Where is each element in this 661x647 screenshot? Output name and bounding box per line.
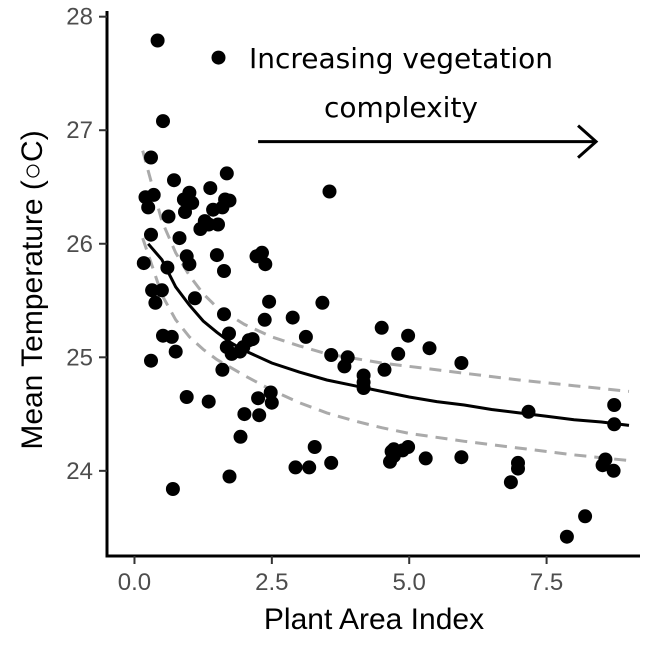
arrow-head-icon <box>577 124 599 159</box>
data-point <box>148 295 163 310</box>
data-point <box>578 509 593 524</box>
data-point <box>607 417 622 432</box>
data-point <box>146 187 161 202</box>
data-point <box>217 264 231 278</box>
data-point <box>172 231 187 246</box>
data-point <box>262 294 277 309</box>
data-point <box>154 283 169 298</box>
data-point <box>252 408 267 423</box>
data-point <box>607 398 622 412</box>
data-point <box>201 394 216 409</box>
data-point <box>258 257 273 272</box>
x-tick-label: 7.5 <box>530 569 563 596</box>
data-point <box>233 344 247 359</box>
data-point <box>307 440 322 454</box>
confidence-band-lines <box>141 150 630 463</box>
data-point <box>324 348 339 362</box>
data-point <box>356 381 371 395</box>
data-point <box>606 463 621 478</box>
data-point <box>168 344 183 359</box>
data-point <box>144 227 158 242</box>
data-point <box>215 200 230 215</box>
data-point <box>179 390 194 404</box>
data-point <box>211 217 225 232</box>
data-point <box>322 184 337 199</box>
data-point <box>288 460 303 475</box>
data-point <box>511 461 525 476</box>
data-point <box>222 326 236 341</box>
data-point <box>211 50 226 65</box>
data-point <box>203 181 218 196</box>
data-point <box>595 458 610 473</box>
data-point <box>237 407 252 422</box>
annotation: Increasing vegetation complexity <box>249 42 599 159</box>
data-point <box>164 329 179 344</box>
data-point <box>141 200 156 215</box>
y-axis-title: Mean Temperature (○C) <box>16 130 49 449</box>
data-point <box>315 295 330 310</box>
data-point <box>454 450 469 465</box>
data-point <box>144 353 158 368</box>
data-point <box>374 320 389 335</box>
data-point <box>383 454 397 469</box>
data-point <box>193 222 208 236</box>
data-point <box>167 173 181 188</box>
x-axis-title: Plant Area Index <box>264 603 484 636</box>
data-point <box>285 310 300 325</box>
data-point <box>182 257 197 272</box>
data-point <box>454 356 469 370</box>
data-point <box>245 332 260 347</box>
ci-lower-line <box>141 237 630 463</box>
x-tick-label: 2.5 <box>255 569 288 596</box>
data-point <box>150 33 165 48</box>
data-point <box>178 205 192 219</box>
data-points <box>136 33 622 544</box>
data-point <box>217 307 231 322</box>
data-point <box>215 362 230 377</box>
axes: 24 25 26 27 28 0.0 2.5 5.0 7.5 <box>66 4 640 596</box>
data-point <box>377 362 392 377</box>
data-point <box>222 469 237 484</box>
y-tick-label: 24 <box>66 458 93 485</box>
data-point <box>559 529 574 544</box>
data-point <box>298 329 313 344</box>
y-tick-label: 26 <box>66 231 93 258</box>
data-point <box>418 451 433 466</box>
data-point <box>264 395 279 410</box>
data-point <box>337 359 352 374</box>
annotation-line-2: complexity <box>324 91 478 124</box>
data-point <box>145 283 160 298</box>
data-point <box>160 260 175 275</box>
data-point <box>257 312 272 327</box>
data-point <box>161 209 176 224</box>
data-point <box>251 391 266 406</box>
data-point <box>521 404 536 419</box>
data-point <box>209 248 224 263</box>
x-tick-label: 0.0 <box>118 569 151 596</box>
y-tick-label: 25 <box>66 344 93 371</box>
y-tick-label: 28 <box>66 4 93 31</box>
data-point <box>187 291 202 306</box>
data-point <box>263 385 278 400</box>
data-point <box>302 460 317 475</box>
data-point <box>503 475 518 490</box>
data-point <box>422 341 437 356</box>
x-tick-label: 5.0 <box>393 569 426 596</box>
data-point <box>165 482 180 496</box>
data-point <box>219 166 234 181</box>
data-point <box>391 346 406 361</box>
data-point <box>144 150 158 165</box>
data-point <box>324 455 339 470</box>
data-point <box>136 256 151 271</box>
data-point <box>156 114 170 129</box>
y-tick-label: 27 <box>66 117 93 144</box>
data-point <box>233 429 248 444</box>
annotation-line-1: Increasing vegetation <box>249 42 553 75</box>
data-point <box>401 328 416 343</box>
